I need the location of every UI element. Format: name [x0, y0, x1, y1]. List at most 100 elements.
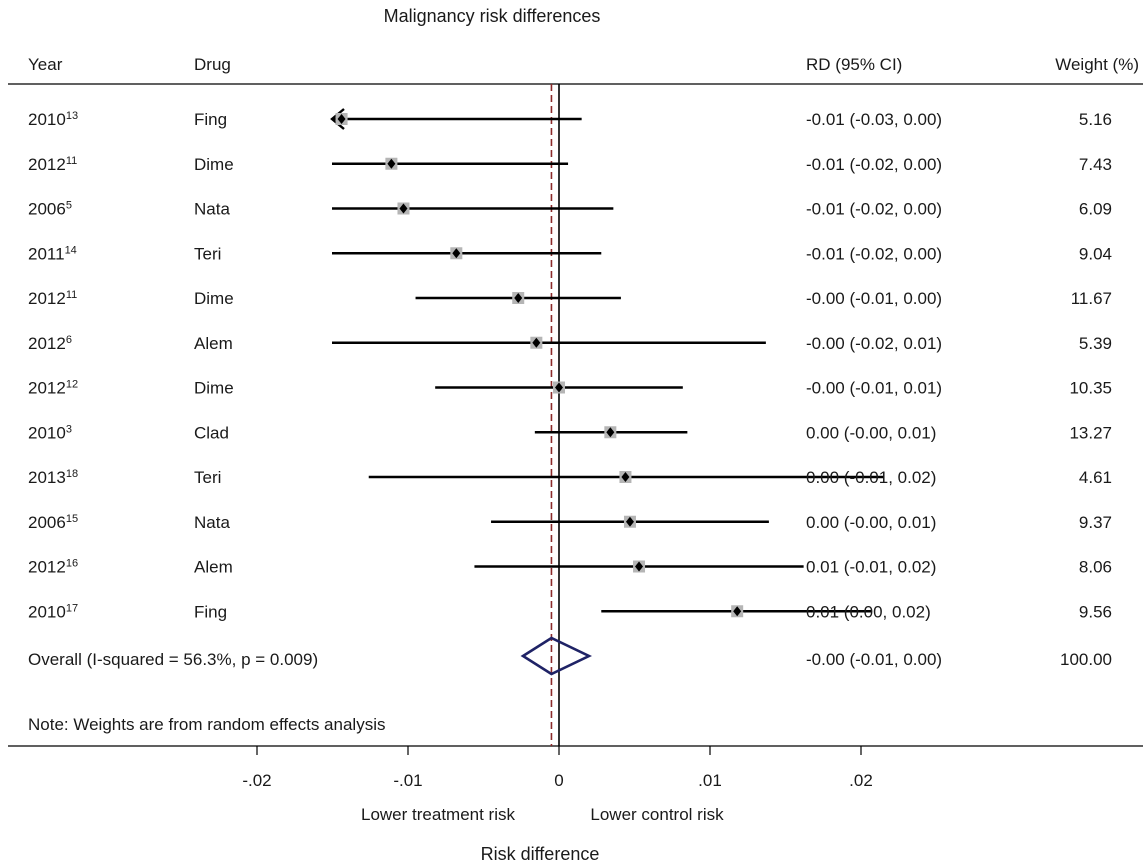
study-row: 20065 Nata -0.01 (-0.02, 0.00) 6.09 — [28, 200, 1112, 219]
study-drug: Alem — [194, 558, 233, 577]
study-year: 20103 — [28, 423, 72, 442]
study-year: 201211 — [28, 289, 77, 308]
study-weight: 6.09 — [1079, 200, 1112, 219]
overall-weight: 100.00 — [1060, 650, 1112, 669]
study-reference: 14 — [65, 244, 77, 256]
study-ci: -0.01 (-0.03, 0.00) — [806, 110, 942, 129]
point-estimate — [555, 382, 563, 393]
study-reference: 17 — [66, 602, 78, 614]
study-ci: -0.00 (-0.01, 0.01) — [806, 379, 942, 398]
favors-left-label: Lower treatment risk — [361, 805, 515, 824]
study-weight: 9.37 — [1079, 513, 1112, 532]
study-weight: 11.67 — [1071, 289, 1112, 308]
study-reference: 18 — [66, 468, 78, 480]
point-estimate — [621, 472, 630, 482]
study-ci: 0.01 (0.00, 0.02) — [806, 602, 931, 621]
study-ci: -0.01 (-0.02, 0.00) — [806, 244, 942, 263]
study-drug: Fing — [194, 110, 227, 129]
study-weight: 5.39 — [1079, 334, 1112, 353]
weights-note: Note: Weights are from random effects an… — [28, 715, 385, 734]
reference-lines — [550, 84, 560, 746]
study-year: 201013 — [28, 110, 78, 129]
study-weight: 9.56 — [1079, 602, 1112, 621]
study-year: 20065 — [28, 200, 72, 219]
point-estimate — [452, 248, 461, 259]
study-weight: 10.35 — [1069, 379, 1112, 398]
study-ci: 0.00 (-0.00, 0.01) — [806, 513, 936, 532]
study-year: 201017 — [28, 602, 78, 621]
study-row: 201318 Teri 0.00 (-0.01, 0.02) 4.61 — [28, 468, 1112, 487]
study-year: 201216 — [28, 558, 78, 577]
study-row: 201212 Dime -0.00 (-0.01, 0.01) 10.35 — [28, 379, 1112, 398]
x-axis: -.02 -.01 0 .01 .02 — [242, 746, 873, 790]
study-ci: 0.00 (-0.01, 0.02) — [806, 468, 936, 487]
study-drug: Nata — [194, 200, 230, 219]
study-weight: 8.06 — [1079, 558, 1112, 577]
point-estimate — [337, 114, 346, 124]
x-tick-label: -.02 — [242, 771, 271, 790]
x-tick-label: -.01 — [393, 771, 422, 790]
study-reference: 6 — [66, 334, 72, 346]
point-estimate — [635, 561, 644, 572]
favors-right-label: Lower control risk — [590, 805, 724, 824]
study-ci: -0.00 (-0.02, 0.01) — [806, 334, 942, 353]
study-year: 201114 — [28, 244, 77, 263]
study-row: 201211 Dime -0.00 (-0.01, 0.00) 11.67 — [28, 289, 1112, 308]
study-reference: 13 — [66, 110, 78, 122]
study-row: 200615 Nata 0.00 (-0.00, 0.01) 9.37 — [28, 513, 1112, 532]
chart-title: Malignancy risk differences — [384, 6, 601, 26]
point-estimate — [399, 203, 408, 214]
point-estimate — [606, 427, 615, 438]
study-ci: -0.00 (-0.01, 0.00) — [806, 289, 942, 308]
overall-diamond — [520, 636, 593, 676]
overall-label: Overall (I-squared = 56.3%, p = 0.009) — [28, 650, 318, 669]
x-tick-label: 0 — [554, 771, 563, 790]
col-header-weight: Weight (%) — [1055, 55, 1139, 74]
study-drug: Nata — [194, 513, 230, 532]
study-year: 201212 — [28, 379, 78, 398]
col-header-rd: RD (95% CI) — [806, 55, 902, 74]
study-year: 200615 — [28, 513, 78, 532]
study-row: 201211 Dime -0.01 (-0.02, 0.00) 7.43 — [28, 155, 1112, 174]
study-ci: 0.00 (-0.00, 0.01) — [806, 423, 936, 442]
overall-ci: -0.00 (-0.01, 0.00) — [806, 650, 942, 669]
study-row: 201114 Teri -0.01 (-0.02, 0.00) 9.04 — [28, 244, 1112, 263]
study-drug: Dime — [194, 155, 234, 174]
study-reference: 15 — [66, 513, 78, 525]
study-drug: Fing — [194, 602, 227, 621]
study-ci: 0.01 (-0.01, 0.02) — [806, 558, 936, 577]
truncation-arrow — [330, 108, 345, 130]
study-row: 201013 Fing -0.01 (-0.03, 0.00) 5.16 — [28, 108, 1112, 130]
study-weight: 4.61 — [1079, 468, 1112, 487]
point-estimate — [514, 293, 523, 303]
study-reference: 16 — [66, 558, 78, 570]
study-weight: 7.43 — [1079, 155, 1112, 174]
study-row: 20103 Clad 0.00 (-0.00, 0.01) 13.27 — [28, 423, 1112, 442]
x-tick-label: .02 — [849, 771, 873, 790]
point-estimate — [733, 606, 742, 617]
study-row: 201017 Fing 0.01 (0.00, 0.02) 9.56 — [28, 602, 1112, 621]
study-drug: Teri — [194, 244, 221, 263]
study-reference: 11 — [66, 155, 77, 167]
study-drug: Teri — [194, 468, 221, 487]
point-estimate — [532, 337, 541, 348]
x-tick-label: .01 — [698, 771, 722, 790]
study-year: 201211 — [28, 155, 77, 174]
study-reference: 3 — [66, 423, 72, 435]
study-drug: Dime — [194, 379, 234, 398]
study-ci: -0.01 (-0.02, 0.00) — [806, 155, 942, 174]
study-weight: 9.04 — [1079, 244, 1112, 263]
study-rows: 201013 Fing -0.01 (-0.03, 0.00) 5.16 201211 D… — [28, 108, 1112, 676]
x-axis-title: Risk difference — [481, 844, 600, 864]
study-drug: Clad — [194, 423, 229, 442]
study-drug: Dime — [194, 289, 234, 308]
point-estimate — [387, 158, 396, 169]
col-header-drug: Drug — [194, 55, 231, 74]
study-weight: 13.27 — [1069, 423, 1112, 442]
study-row: 20126 Alem -0.00 (-0.02, 0.01) 5.39 — [28, 334, 1112, 353]
study-row: 201216 Alem 0.01 (-0.01, 0.02) 8.06 — [28, 558, 1112, 577]
study-reference: 11 — [66, 289, 77, 301]
study-weight: 5.16 — [1079, 110, 1112, 129]
study-year: 201318 — [28, 468, 78, 487]
